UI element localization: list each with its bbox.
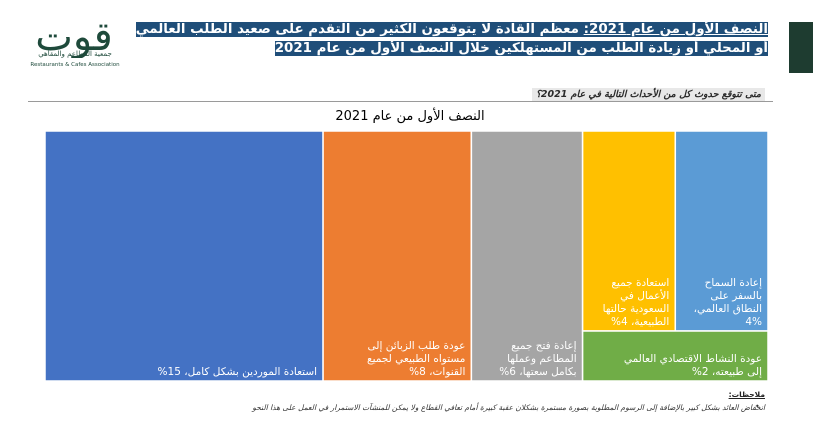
treemap-tile-rect-3 (581, 130, 677, 332)
logo-wordmark: قوت (35, 14, 112, 60)
survey-question: متى تتوقع حدوث كل من الأحداث التالية في … (531, 88, 765, 101)
treemap-tile-2: إعادة فتح جميع المطاعم وعملها بكامل سعتها،… (470, 130, 584, 382)
side-accent-bar (789, 22, 813, 73)
association-logo: قوت (22, 8, 127, 74)
question-divider (28, 101, 773, 102)
slide-headline: النصف الأول من عام 2021: معظم القادة لا … (128, 20, 768, 58)
treemap-tile-label-0: استعادة الموردين بشكل كامل، 15% (158, 366, 318, 378)
treemap-tile-rect-1 (322, 130, 473, 382)
chart-title: النصف الأول من عام 2021 (335, 109, 485, 124)
treemap-tile-label-5: عودة النشاط الاقتصادي العالمي إلى طبيعته،… (624, 353, 762, 378)
treemap-tile-4: إعادة السماح بالسفر على النطاق العالمي، 4% (674, 130, 769, 332)
treemap-tile-label-3: استعادة جميع الأعمال في السعودية حالتها الط… (603, 277, 670, 328)
logo-subtitle-arabic: جمعية المطاعم والمقاهي (38, 50, 112, 58)
logo-wordmark-text: قوت (35, 14, 112, 58)
logo-subtitle-english: Restaurants & Cafes Association (30, 62, 120, 68)
notes-bullet: • (755, 402, 760, 411)
treemap-tile-1: عودة طلب الزبائن إلى مستواه الطبيعي لجميع… (322, 130, 473, 382)
notes-title: ملاحظات: (728, 390, 765, 399)
treemap-tile-5: عودة النشاط الاقتصادي العالمي إلى طبيعته،… (581, 330, 769, 382)
treemap-tile-3: استعادة جميع الأعمال في السعودية حالتها الط… (581, 130, 677, 332)
treemap-tile-rect-0 (44, 130, 324, 382)
headline-highlight: النصف الأول من عام 2021: (583, 22, 768, 37)
treemap-tile-0: استعادة الموردين بشكل كامل، 15% (44, 130, 324, 382)
treemap-tile-label-2: إعادة فتح جميع المطاعم وعملها بكامل سعتها،… (499, 340, 576, 378)
treemap-tile-label-1: عودة طلب الزبائن إلى مستواه الطبيعي لجميع… (367, 340, 465, 378)
treemap-tile-rect-5 (581, 330, 769, 382)
treemap-tile-rect-2 (470, 130, 584, 382)
treemap-tile-label-4: إعادة السماح بالسفر على النطاق العالمي، 4% (694, 277, 762, 328)
notes-text: انخفاض العائد بشكل كبير بالإضافة إلى الر… (252, 403, 765, 412)
treemap-tile-rect-4 (674, 130, 769, 332)
